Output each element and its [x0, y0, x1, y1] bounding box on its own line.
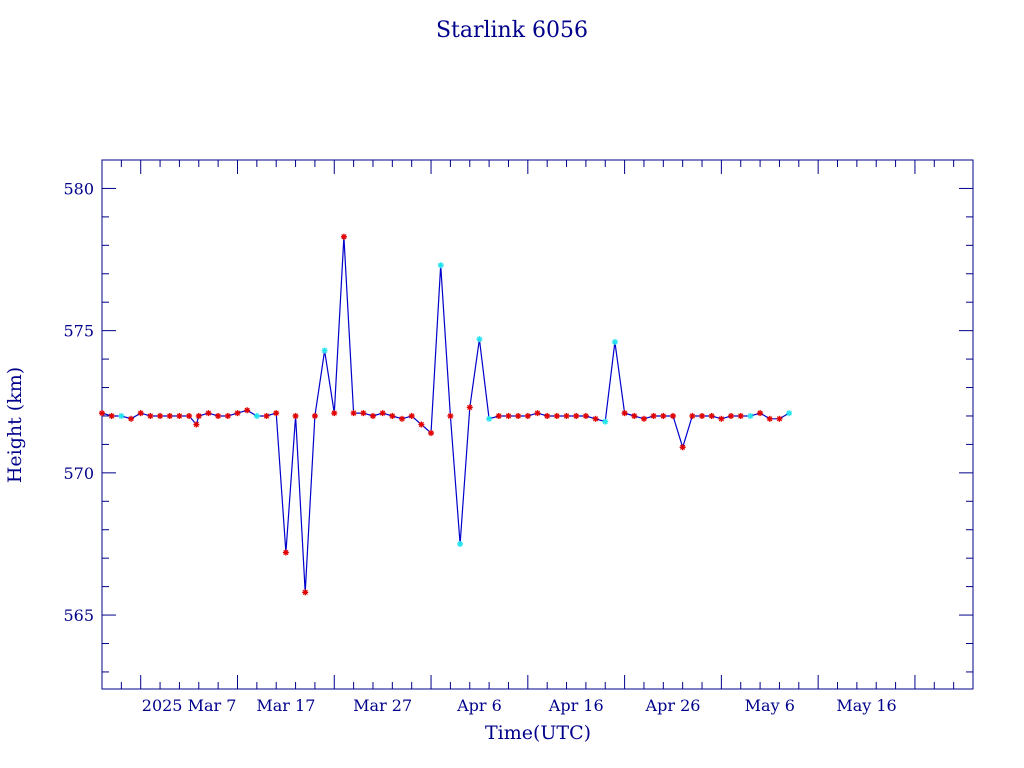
data-point — [157, 412, 164, 419]
tick-labels: 565 570 575 580 2025 Mar 7 Mar 17 Mar 27 Apr 6 A… — [63, 179, 896, 715]
data-point — [193, 421, 200, 428]
x-axis-label: Time(UTC) — [485, 722, 591, 744]
data-point — [786, 410, 793, 417]
y-tick-label: 580 — [63, 179, 94, 198]
data-point — [553, 412, 560, 419]
data-point — [205, 410, 212, 417]
data-point — [128, 415, 135, 422]
data-point — [457, 540, 464, 547]
data-point — [437, 262, 444, 269]
x-tick-label: Apr 6 — [456, 696, 502, 715]
y-axis-label: Height (km) — [4, 367, 26, 483]
data-point — [360, 410, 367, 417]
data-point — [757, 410, 764, 417]
data-point — [766, 415, 773, 422]
data-point — [418, 421, 425, 428]
data-point — [428, 430, 435, 437]
data-point — [747, 412, 754, 419]
data-point — [234, 410, 241, 417]
x-tick-label: Apr 16 — [548, 696, 604, 715]
data-point — [147, 412, 154, 419]
x-tick-label: May 6 — [745, 696, 795, 715]
data-point — [369, 412, 376, 419]
data-point — [631, 412, 638, 419]
data-point — [302, 589, 309, 596]
series-line — [101, 236, 790, 593]
data-point — [718, 415, 725, 422]
data-point — [544, 412, 551, 419]
data-point — [640, 415, 647, 422]
data-point — [660, 412, 667, 419]
data-point — [699, 412, 706, 419]
data-point — [534, 410, 541, 417]
data-point — [389, 412, 396, 419]
data-point — [137, 410, 144, 417]
data-point — [602, 418, 609, 425]
axis-ticks — [101, 159, 974, 689]
plot-frame — [101, 159, 974, 690]
data-point — [573, 412, 580, 419]
data-point — [321, 347, 328, 354]
data-point — [486, 415, 493, 422]
data-point — [592, 415, 599, 422]
data-point — [253, 412, 260, 419]
chart-title: Starlink 6056 — [436, 18, 588, 43]
x-tick-label: 2025 Mar 7 — [142, 696, 237, 715]
series-group — [99, 233, 793, 596]
data-point — [311, 412, 318, 419]
data-point — [776, 415, 783, 422]
data-point — [350, 410, 357, 417]
data-point — [582, 412, 589, 419]
data-point — [650, 412, 657, 419]
data-point — [399, 415, 406, 422]
data-point — [476, 336, 483, 343]
data-point — [273, 410, 280, 417]
y-tick-label: 575 — [63, 322, 94, 341]
data-point — [466, 404, 473, 411]
x-tick-label: Mar 27 — [353, 696, 412, 715]
data-point — [689, 412, 696, 419]
data-point — [176, 412, 183, 419]
data-point — [679, 444, 686, 451]
data-point — [447, 412, 454, 419]
data-point — [292, 412, 299, 419]
data-point — [224, 412, 231, 419]
data-point — [379, 410, 386, 417]
data-point — [669, 412, 676, 419]
data-point — [186, 412, 193, 419]
data-point — [340, 233, 347, 240]
data-point — [728, 412, 735, 419]
data-point — [195, 412, 202, 419]
data-point — [166, 412, 173, 419]
data-point — [215, 412, 222, 419]
data-point — [505, 412, 512, 419]
data-point — [611, 339, 618, 346]
data-point — [263, 412, 270, 419]
data-point — [495, 412, 502, 419]
y-tick-label: 565 — [63, 606, 94, 625]
data-point — [282, 549, 289, 556]
data-point — [108, 412, 115, 419]
y-tick-label: 570 — [63, 464, 94, 483]
data-point — [408, 412, 415, 419]
data-point — [515, 412, 522, 419]
data-point — [99, 410, 105, 417]
data-point — [331, 410, 338, 417]
data-point — [118, 412, 125, 419]
x-tick-label: Mar 17 — [256, 696, 315, 715]
x-tick-label: Apr 26 — [645, 696, 701, 715]
data-point — [563, 412, 570, 419]
data-point — [621, 410, 628, 417]
data-point — [708, 412, 715, 419]
data-point — [737, 412, 744, 419]
data-point — [244, 407, 251, 414]
x-tick-label: May 16 — [836, 696, 896, 715]
data-point — [524, 412, 531, 419]
